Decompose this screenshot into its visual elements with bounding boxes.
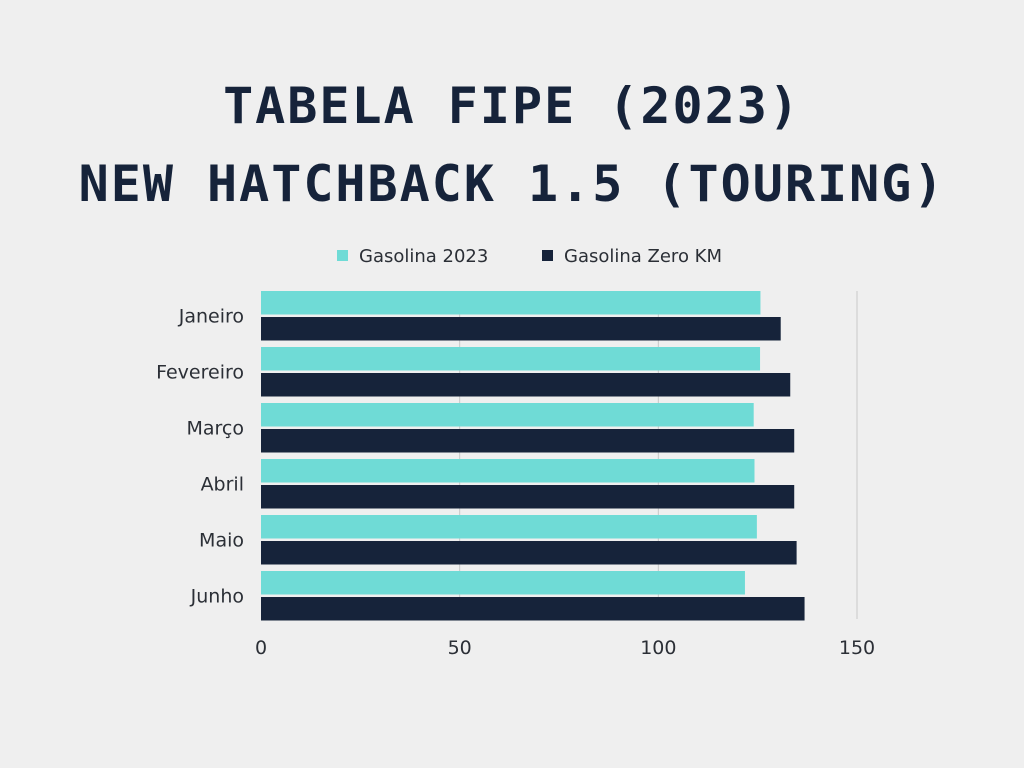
bar-Março-0 bbox=[261, 403, 754, 427]
bar-Maio-1 bbox=[261, 541, 797, 565]
bar-Janeiro-0 bbox=[261, 291, 761, 315]
bars bbox=[261, 291, 805, 621]
chart-title-line-2: NEW HATCHBACK 1.5 (TOURING) bbox=[78, 155, 946, 213]
bar-Fevereiro-1 bbox=[261, 373, 791, 397]
x-tick-label-100: 100 bbox=[640, 637, 676, 659]
legend-label-1: Gasolina Zero KM bbox=[564, 246, 722, 267]
bar-Fevereiro-0 bbox=[261, 347, 761, 371]
x-axis-ticks: 0 50 100 150 bbox=[255, 637, 875, 659]
category-labels: Janeiro Fevereiro Março Abril Maio Junho bbox=[156, 306, 244, 608]
legend-swatch-0 bbox=[337, 250, 348, 261]
bar-Maio-0 bbox=[261, 515, 757, 539]
bar-Junho-1 bbox=[261, 597, 805, 621]
category-label-4: Maio bbox=[199, 530, 244, 552]
bar-Março-1 bbox=[261, 429, 795, 453]
legend-label-0: Gasolina 2023 bbox=[359, 246, 488, 267]
x-tick-label-50: 50 bbox=[448, 637, 472, 659]
bar-Janeiro-1 bbox=[261, 317, 781, 341]
bar-Junho-0 bbox=[261, 571, 745, 595]
category-label-0: Janeiro bbox=[178, 306, 244, 328]
category-label-5: Junho bbox=[190, 586, 244, 608]
bar-Abril-0 bbox=[261, 459, 755, 483]
chart-title-line-1: TABELA FIPE (2023) bbox=[223, 77, 801, 135]
x-tick-label-150: 150 bbox=[839, 637, 875, 659]
category-label-3: Abril bbox=[201, 474, 244, 496]
legend: Gasolina 2023 Gasolina Zero KM bbox=[337, 246, 722, 267]
legend-swatch-1 bbox=[542, 250, 553, 261]
bar-Abril-1 bbox=[261, 485, 795, 509]
category-label-2: Março bbox=[186, 418, 244, 440]
category-label-1: Fevereiro bbox=[156, 362, 244, 384]
x-tick-label-0: 0 bbox=[255, 637, 267, 659]
